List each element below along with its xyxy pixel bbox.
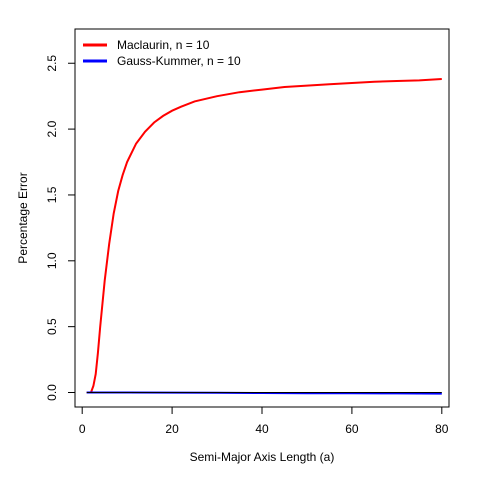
series-line-maclaurin-n [86, 78, 442, 394]
x-tick-label: 0 [79, 422, 86, 436]
y-tick-label: 1.5 [45, 186, 59, 203]
x-tick-label: 80 [435, 422, 449, 436]
x-axis: 0 20 40 60 80 [79, 406, 449, 436]
y-tick-label: 0.0 [45, 384, 59, 401]
legend-label: Maclaurin, n = 10 [117, 38, 210, 52]
y-tick-label: 2.5 [45, 55, 59, 72]
y-tick-label: 0.5 [45, 318, 59, 335]
y-axis-label: Percentage Error [16, 172, 30, 263]
x-tick-label: 40 [255, 422, 269, 436]
legend: Maclaurin, n = 10 Gauss-Kummer, n = 10 [83, 38, 241, 68]
plot-frame [74, 28, 450, 408]
y-axis: 0.0 0.5 1.0 1.5 2.0 2.5 [45, 55, 76, 401]
x-tick-label: 20 [165, 422, 179, 436]
y-tick-label: 1.0 [45, 252, 59, 269]
x-tick-label: 60 [345, 422, 359, 436]
x-axis-label: Semi-Major Axis Length (a) [190, 450, 335, 464]
legend-label: Gauss-Kummer, n = 10 [117, 54, 241, 68]
series-layer [86, 78, 442, 395]
y-tick-label: 2.0 [45, 120, 59, 137]
